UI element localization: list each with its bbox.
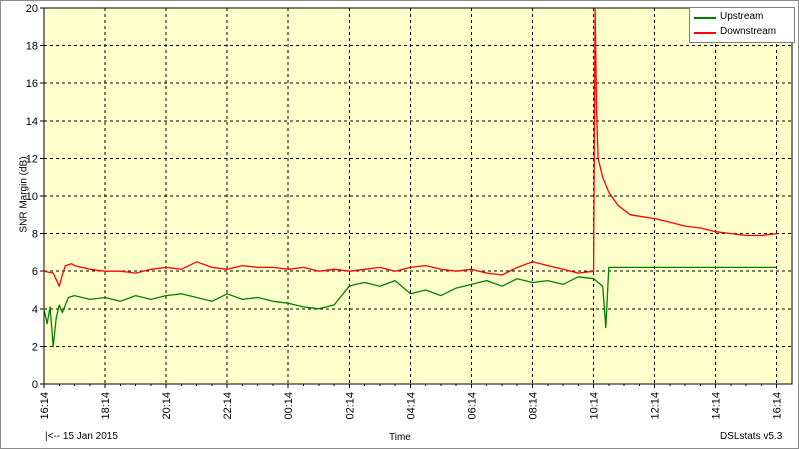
y-tick-label: 14: [26, 116, 38, 128]
x-tick-label: 16:14: [772, 392, 784, 420]
x-tick-label: 18:14: [100, 392, 112, 420]
x-tick-label: 02:14: [344, 392, 356, 420]
y-tick-label: 12: [26, 153, 38, 165]
x-tick-label: 00:14: [283, 392, 295, 420]
legend-label-upstream: Upstream: [720, 11, 764, 22]
series-line-downstream: [43, 7, 777, 287]
y-tick-label: 16: [26, 78, 38, 90]
y-tick-label: 10: [26, 191, 38, 203]
y-tick-label: 8: [32, 229, 38, 241]
y-tick-label: 2: [32, 341, 38, 353]
y-tick-label: 6: [32, 266, 38, 278]
x-tick-label: 20:14: [161, 392, 173, 420]
x-tick-label: 16:14: [39, 392, 51, 420]
x-tick-label: 14:14: [711, 392, 723, 420]
y-tick-label: 20: [26, 3, 38, 15]
legend-swatch-upstream: [694, 17, 716, 19]
x-tick-label: 10:14: [589, 392, 601, 420]
legend-label-downstream: Downstream: [720, 26, 777, 37]
start-date-label: |<-- 15 Jan 2015: [45, 431, 118, 442]
x-tick-label: 12:14: [650, 392, 662, 420]
y-axis-title: SNR Margin (dB): [18, 156, 30, 233]
x-tick-label: 08:14: [527, 392, 539, 420]
y-tick-label: 18: [26, 41, 38, 53]
series-line-upstream: [43, 266, 777, 348]
legend-swatch-downstream: [694, 32, 716, 34]
x-tick-label: 04:14: [405, 392, 417, 420]
y-tick-label: 4: [32, 304, 38, 316]
x-tick-label: 22:14: [222, 392, 234, 420]
x-tick-label: 06:14: [466, 392, 478, 420]
legend: Upstream Downstream: [689, 7, 795, 43]
x-axis-title: Time: [389, 432, 411, 443]
version-label: DSLstats v5.3: [720, 431, 783, 442]
y-tick-label: 0: [32, 379, 38, 391]
